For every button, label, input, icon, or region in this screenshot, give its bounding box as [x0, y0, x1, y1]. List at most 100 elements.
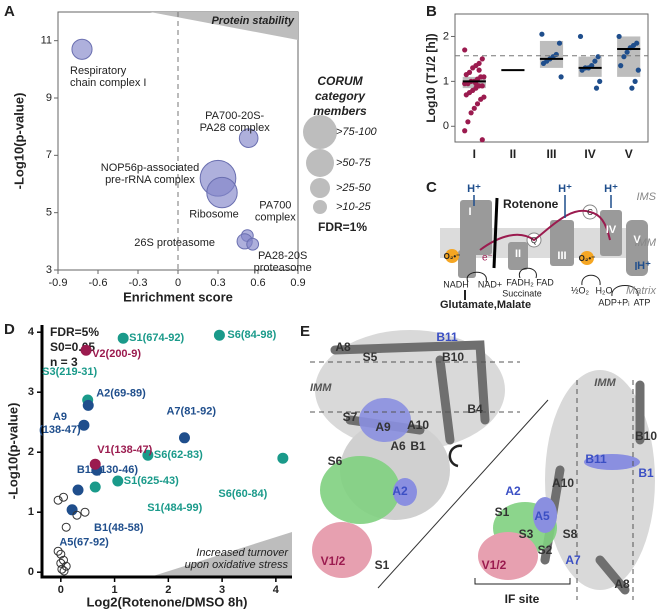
- point: [592, 58, 598, 64]
- point: [470, 65, 476, 71]
- y-tick-label: 7: [46, 149, 52, 161]
- superoxide: O₂•⁻: [579, 254, 596, 263]
- panel-label: C: [426, 179, 437, 196]
- point: [593, 85, 600, 91]
- x-axis-label: Enrichment score: [123, 289, 233, 304]
- legend-label: >75-100: [336, 126, 378, 138]
- point-label: B11(130-46): [77, 464, 138, 476]
- point: [558, 74, 564, 80]
- point: [89, 458, 101, 470]
- y-axis-label: -Log10(p-value): [5, 403, 20, 500]
- complex-label: IV: [606, 224, 617, 236]
- point: [632, 78, 638, 84]
- x-tick-label: 0: [175, 277, 181, 289]
- subunit-label: S1: [375, 558, 390, 572]
- fad: FAD: [536, 277, 554, 287]
- proton-arrows: [473, 195, 637, 270]
- point: [462, 47, 468, 53]
- q-label: Q: [531, 236, 537, 245]
- subunit-a9: [359, 398, 411, 442]
- bubble-label: pre-rRNA complex: [105, 174, 195, 186]
- point: [277, 452, 289, 464]
- point: [56, 549, 66, 559]
- subunit-label: B1: [638, 466, 654, 480]
- x-axis-label: Log2(Rotenone/DMSO 8h): [86, 594, 247, 609]
- bubble-label: PA28 complex: [200, 122, 271, 134]
- point: [474, 101, 481, 107]
- superoxide: O₂•⁻: [444, 252, 461, 261]
- annotation: upon oxidative stress: [185, 559, 289, 571]
- y-tick-label: 2: [28, 446, 34, 458]
- annotation: Increased turnover: [196, 547, 289, 559]
- bubble-label: complex: [255, 212, 296, 224]
- bubble: [71, 38, 93, 60]
- legend-bubble: [303, 115, 337, 149]
- point-label: (138-47): [39, 424, 81, 436]
- half-o2: ½O₂: [571, 285, 590, 295]
- point: [618, 63, 624, 69]
- point: [462, 128, 468, 134]
- subunit-b11: [584, 454, 640, 470]
- complex-i: [460, 200, 492, 255]
- panel-label: A: [4, 3, 15, 20]
- ims: IMS: [636, 191, 656, 203]
- fadh2: FADH₂: [506, 277, 534, 287]
- subunit-label: S1: [495, 505, 510, 519]
- point: [479, 56, 485, 62]
- subunit-label: B11: [436, 330, 458, 344]
- point-label: S6(60-84): [218, 488, 267, 500]
- bubble: [206, 176, 238, 209]
- subunit-label: S2: [538, 543, 553, 557]
- point: [142, 449, 154, 461]
- point: [616, 33, 622, 40]
- subunit-label: A5: [534, 509, 550, 523]
- complex-v: [626, 220, 648, 276]
- h2o: H₂O: [596, 285, 613, 295]
- complex-label: V: [633, 234, 641, 246]
- point: [476, 67, 482, 73]
- imm: IMM: [310, 382, 332, 394]
- point: [80, 344, 92, 356]
- subunit-label: S7: [343, 410, 358, 424]
- membrane-line: [310, 361, 520, 413]
- annotation: Protein stability: [211, 15, 294, 27]
- adp: ADP+Pᵢ: [598, 297, 629, 307]
- point: [72, 510, 82, 520]
- bubble-label: Ribosome: [189, 209, 239, 221]
- point: [89, 481, 101, 493]
- subunit-label: A10: [407, 418, 429, 432]
- complex-label: I: [468, 206, 471, 218]
- legend-title: members: [313, 104, 367, 118]
- y-axis-label: Log10 (T1/2 [h]): [424, 33, 438, 122]
- subunit-label: B11: [585, 452, 607, 466]
- bubble-label: 26S proteasome: [134, 237, 215, 249]
- point: [539, 31, 545, 37]
- x-tick-label: IV: [584, 147, 595, 161]
- ros-burst: [445, 249, 459, 263]
- y-tick-label: 3: [46, 264, 52, 276]
- complex-i-arm: [458, 250, 476, 278]
- y-tick-label: 1: [443, 75, 449, 87]
- legend-label: >10-25: [336, 201, 371, 213]
- point: [465, 119, 471, 125]
- legend-bubble: [306, 149, 334, 177]
- subunit-a5: [533, 497, 557, 533]
- y-tick-label: 9: [46, 92, 52, 104]
- rotate-icon: [448, 444, 463, 468]
- panel-label: D: [4, 321, 15, 338]
- y-tick-label: 3: [28, 386, 34, 398]
- electron-path: [479, 209, 611, 251]
- y-tick-label: 0: [443, 120, 449, 132]
- subunit-label: B10: [635, 429, 657, 443]
- point: [597, 78, 603, 84]
- point: [66, 504, 78, 516]
- subunit-label: A2: [392, 484, 408, 498]
- subunit-label: S6: [328, 454, 343, 468]
- proton: H⁺: [558, 183, 572, 195]
- point: [112, 475, 124, 487]
- x-tick-label: 0.6: [250, 277, 265, 289]
- point-label: S1(484-99): [147, 502, 202, 514]
- bubble-label: PA700-20S-: [205, 110, 264, 122]
- annotation-wedge: [150, 532, 292, 577]
- annotation: n = 3: [50, 355, 78, 369]
